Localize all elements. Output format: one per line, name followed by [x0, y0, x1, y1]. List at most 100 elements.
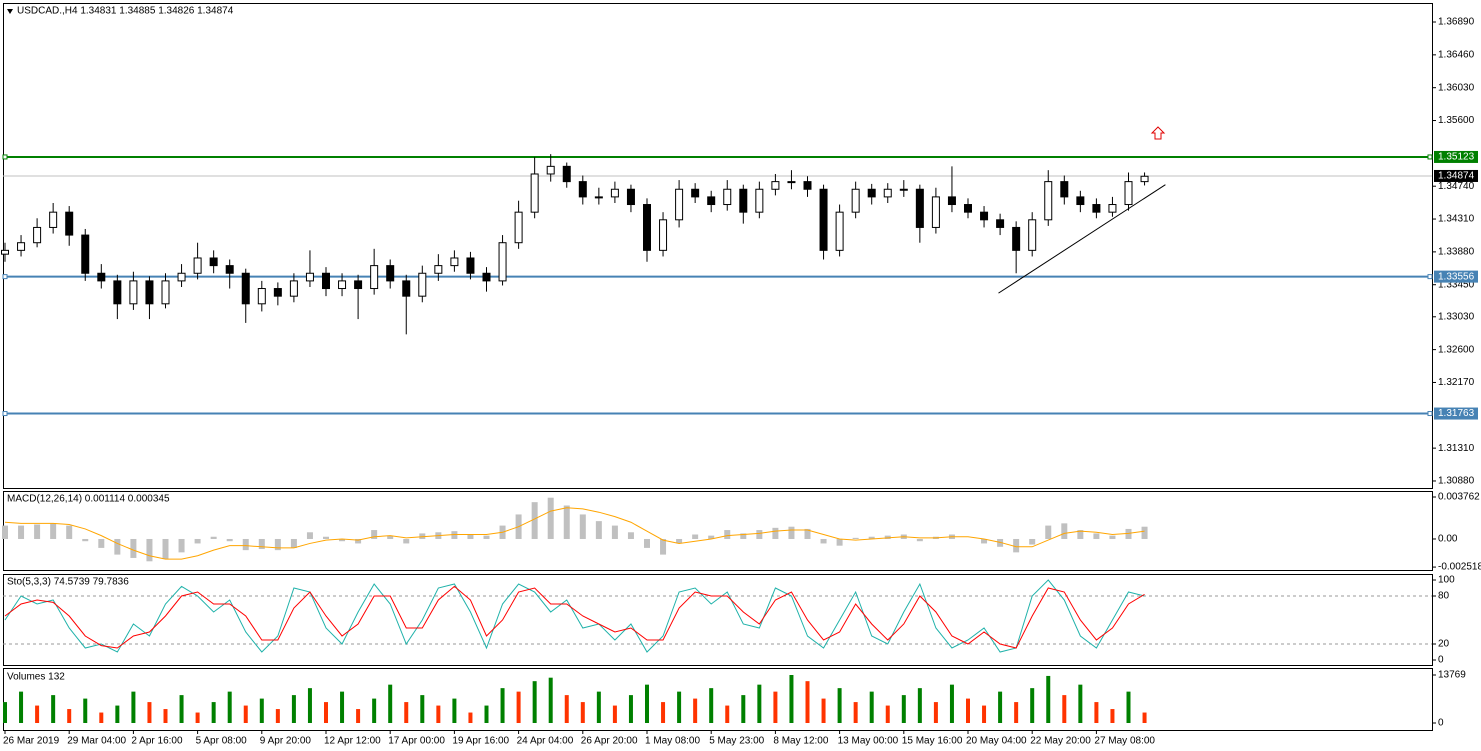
- macd-bar: [884, 535, 891, 539]
- macd-bar: [403, 538, 410, 544]
- candle-body: [1108, 204, 1117, 213]
- volume-bar: [259, 698, 264, 723]
- macd-bar: [274, 538, 281, 551]
- macd-bar: [611, 525, 618, 539]
- last-price-label: 1.34874: [1438, 171, 1475, 182]
- macd-bar: [451, 531, 458, 539]
- macd-bar: [50, 523, 57, 539]
- candle-body: [482, 272, 491, 282]
- volume-bar: [532, 681, 537, 723]
- macd-bar: [1093, 533, 1100, 539]
- candle-body: [177, 272, 186, 282]
- volume-bar: [612, 705, 617, 723]
- y-tick-label: 100: [1438, 575, 1455, 586]
- price-label-box: [1434, 270, 1478, 283]
- macd-bar: [595, 521, 602, 539]
- macd-bar: [756, 530, 763, 539]
- volume-bar: [67, 709, 72, 723]
- volume-bar: [966, 698, 970, 723]
- volume-bar: [1126, 691, 1131, 723]
- volume-panel: [3, 668, 1433, 731]
- macd-bar: [258, 538, 265, 550]
- candle-body: [675, 188, 684, 221]
- volume-bar: [1046, 675, 1051, 723]
- candle-body: [65, 211, 74, 236]
- candle-body: [81, 234, 90, 274]
- macd-bar: [419, 533, 426, 539]
- candle-body: [49, 211, 58, 228]
- volume-bar: [484, 705, 489, 723]
- candle-body: [755, 188, 764, 213]
- y-tick-label: 1.33450: [1438, 279, 1475, 290]
- volume-bar: [500, 688, 505, 723]
- macd-bar: [371, 530, 378, 539]
- y-tick-label: 1.36030: [1438, 82, 1475, 93]
- menu-triangle[interactable]: [7, 9, 13, 14]
- volume-bar: [147, 702, 152, 723]
- candle-body: [996, 219, 1005, 228]
- volume-bar: [275, 709, 280, 723]
- volume-bar: [372, 698, 377, 723]
- candle-body: [257, 288, 266, 305]
- y-tick-label: -0.002518: [1438, 562, 1481, 573]
- candle-body: [562, 165, 571, 183]
- volume-bar: [3, 702, 7, 723]
- macd-bar: [146, 538, 153, 562]
- macd-bar: [772, 527, 779, 539]
- volume-bar: [869, 691, 874, 723]
- volume-bar: [83, 698, 88, 723]
- up-arrow: [1150, 126, 1166, 140]
- macd-bar: [547, 497, 554, 539]
- volume-bar: [1078, 684, 1083, 723]
- macd-bar: [836, 538, 843, 546]
- candle-body: [594, 196, 603, 199]
- volume-bar: [131, 691, 136, 723]
- candle-body: [819, 188, 828, 251]
- macd-bar: [162, 538, 169, 560]
- y-tick-label: 1.33880: [1438, 247, 1475, 258]
- candle-body: [707, 196, 716, 206]
- volume-bar: [307, 688, 312, 723]
- candle-body: [530, 173, 539, 213]
- macd-bar: [852, 537, 859, 539]
- candle-body: [931, 196, 940, 228]
- volume-bar: [388, 684, 393, 723]
- candle-body: [225, 265, 234, 274]
- macd-bar: [339, 538, 346, 542]
- volume-bar: [243, 705, 248, 723]
- candle-body: [17, 242, 26, 251]
- macd-bar: [820, 538, 827, 544]
- volume-bar: [99, 712, 104, 723]
- candle-body: [691, 188, 700, 198]
- macd-bar: [804, 528, 811, 539]
- candle-body: [835, 211, 844, 251]
- macd-bar: [130, 538, 137, 558]
- volume-bar: [901, 695, 906, 723]
- macd-bar: [2, 525, 8, 539]
- candle-body: [610, 188, 619, 198]
- candle-body: [273, 288, 282, 297]
- candle-body: [1124, 181, 1133, 206]
- x-tick-label: 22 May 20:00: [1030, 736, 1091, 747]
- line-handle: [2, 274, 8, 280]
- macd-bar: [82, 538, 89, 542]
- y-tick-label: 1.34740: [1438, 181, 1475, 192]
- macd-bar: [676, 538, 683, 544]
- volume-bar: [917, 688, 922, 723]
- candle-body: [1060, 181, 1069, 198]
- candle-body: [418, 272, 427, 297]
- volume-bar: [998, 691, 1003, 723]
- volume-bar: [677, 691, 682, 723]
- volume-bar: [1030, 688, 1035, 723]
- volume-bar: [51, 695, 56, 723]
- candle-body: [723, 188, 732, 206]
- volume-bar: [949, 684, 954, 723]
- candle-body: [161, 280, 170, 305]
- y-tick-label: 1.35600: [1438, 115, 1475, 126]
- macd-bar: [627, 532, 634, 539]
- y-tick-label: 13769: [1438, 670, 1466, 681]
- volume-bar: [564, 695, 569, 723]
- candle-body: [578, 181, 587, 198]
- x-tick-label: 29 Mar 04:00: [67, 736, 126, 747]
